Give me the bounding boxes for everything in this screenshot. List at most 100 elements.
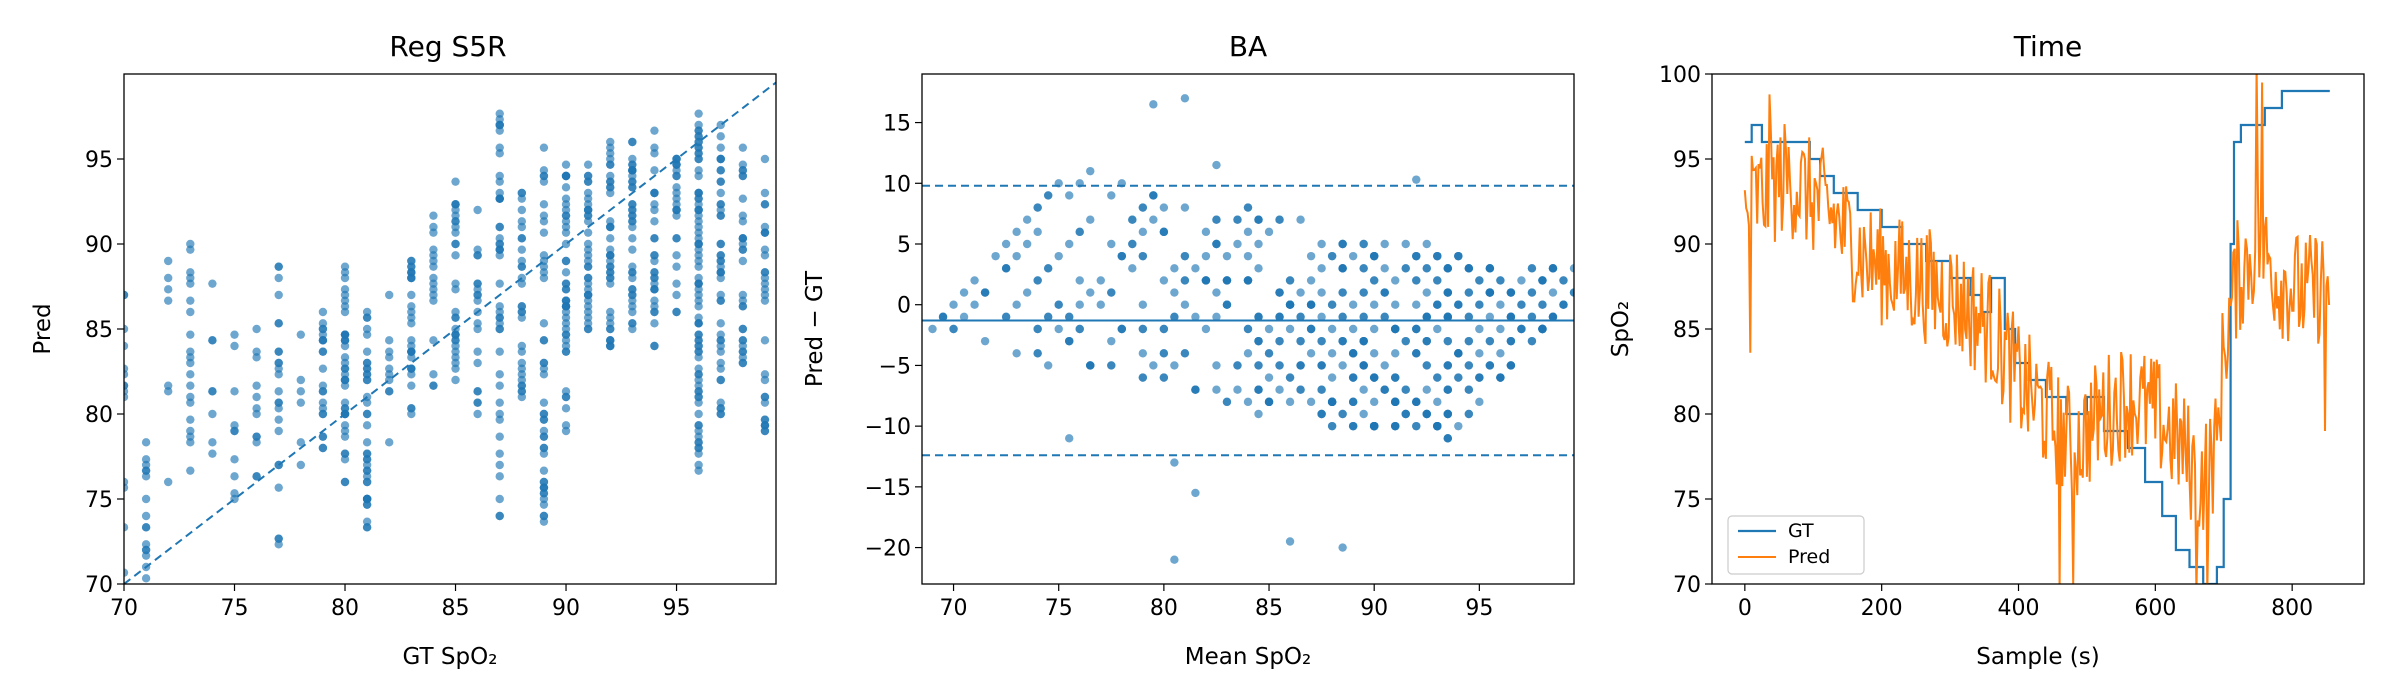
scatter-point: [738, 143, 748, 152]
scatter-point: [1022, 239, 1032, 249]
scatter-point: [1517, 300, 1526, 309]
series-line-gt: [1744, 89, 2330, 584]
scatter-point: [1033, 324, 1042, 334]
scatter-point: [606, 279, 615, 288]
scatter-point: [694, 370, 703, 379]
scatter-point: [1317, 264, 1326, 273]
scatter-point: [716, 177, 725, 186]
scatter-point: [495, 494, 504, 504]
scatter-point: [1433, 373, 1442, 382]
scatter-point: [407, 381, 416, 390]
scatter-point: [561, 228, 571, 237]
scatter-point: [583, 285, 593, 294]
scatter-point: [451, 330, 460, 339]
scatter-point: [1022, 288, 1032, 297]
scatter-point: [230, 387, 239, 396]
scatter-point: [1170, 312, 1179, 322]
scatter-point: [1159, 324, 1169, 334]
scatter-point: [738, 256, 748, 266]
scatter-point: [517, 341, 527, 351]
scatter-point: [1391, 397, 1400, 407]
scatter-point: [318, 443, 328, 453]
y-tick-label: 80: [85, 403, 113, 428]
scatter-point: [495, 398, 504, 407]
scatter-point: [186, 466, 195, 475]
scatter-point: [340, 449, 350, 458]
scatter-point: [141, 511, 151, 521]
scatter-point: [274, 483, 283, 492]
y-tick-label: 95: [85, 148, 113, 173]
x-tick-label: 95: [663, 596, 691, 621]
scatter-point: [1033, 227, 1042, 237]
scatter-point: [141, 438, 151, 447]
scatter-point: [495, 409, 504, 419]
x-tick-label: 200: [1861, 596, 1903, 621]
scatter-point: [1012, 227, 1021, 237]
scatter-point: [1212, 361, 1221, 370]
scatter-point: [1065, 434, 1074, 443]
scatter-point: [407, 404, 416, 413]
scatter-point: [473, 387, 482, 396]
scatter-point: [628, 160, 637, 169]
scatter-point: [252, 324, 261, 334]
legend-label-pred: Pred: [1788, 546, 1830, 568]
scatter-point: [1212, 160, 1221, 170]
scatter-point: [650, 256, 659, 266]
scatter-point: [539, 432, 549, 441]
scatter-point: [539, 319, 549, 328]
scatter-point: [517, 375, 527, 385]
y-tick-label: 15: [883, 112, 911, 137]
scatter-point: [1454, 349, 1463, 358]
scatter-point: [1107, 336, 1116, 346]
scatter-point: [1412, 251, 1421, 261]
scatter-point: [208, 336, 217, 345]
scatter-point: [1180, 300, 1190, 309]
scatter-point: [1464, 385, 1474, 394]
scatter-point: [1117, 251, 1127, 261]
scatter-point: [539, 415, 549, 424]
scatter-point: [1107, 361, 1116, 370]
panel-bland-altman: BA −20 −15 −10 −5 0 5 10 15 70 75 80 85 90 95 Mean S…: [802, 30, 1575, 670]
y-tick-label: 85: [1673, 318, 1701, 343]
scatter-point: [1443, 264, 1453, 273]
data-points: [928, 94, 1574, 564]
scatter-point: [1296, 385, 1305, 394]
scatter-point: [1275, 288, 1284, 297]
scatter-point: [1254, 239, 1263, 249]
scatter-point: [1159, 276, 1169, 285]
scatter-point: [716, 211, 725, 220]
scatter-point: [495, 245, 504, 254]
scatter-point: [1401, 385, 1410, 394]
scatter-point: [1275, 215, 1284, 224]
scatter-point: [1348, 349, 1358, 358]
scatter-point: [539, 398, 549, 407]
scatter-point: [1443, 288, 1453, 297]
scatter-point: [1275, 312, 1284, 322]
scatter-point: [1369, 397, 1379, 407]
x-tick-label: 400: [1998, 596, 2040, 621]
scatter-point: [451, 364, 460, 373]
scatter-point: [1443, 312, 1453, 322]
scatter-point: [694, 239, 703, 249]
scatter-point: [1348, 421, 1358, 431]
scatter-point: [760, 228, 770, 237]
scatter-point: [1149, 100, 1158, 109]
scatter-point: [1317, 336, 1326, 346]
scatter-point: [1517, 276, 1526, 285]
scatter-point: [1359, 264, 1368, 273]
scatter-point: [1327, 251, 1337, 261]
scatter-point: [362, 313, 372, 322]
scatter-point: [561, 160, 571, 169]
scatter-point: [252, 381, 261, 390]
scatter-point: [1380, 264, 1389, 273]
x-tick-label: 85: [1255, 596, 1283, 621]
scatter-point: [517, 262, 527, 271]
scatter-point: [716, 166, 725, 175]
scatter-point: [274, 347, 283, 356]
scatter-point: [1170, 458, 1179, 467]
scatter-point: [340, 307, 350, 317]
scatter-point: [1043, 312, 1053, 322]
scatter-point: [124, 392, 129, 402]
scatter-point: [252, 438, 261, 447]
scatter-point: [429, 262, 438, 271]
